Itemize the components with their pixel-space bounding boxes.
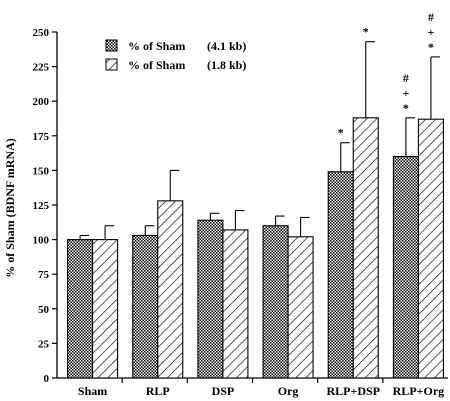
- significance-mark: *: [428, 40, 434, 54]
- legend-label-series-1: % of Sham: [128, 39, 185, 53]
- bar-hatched: [352, 117, 379, 379]
- y-tick-label: 50: [38, 304, 50, 316]
- y-tick-label: 175: [33, 131, 50, 143]
- bar-dotted: [67, 239, 94, 379]
- y-tick-label: 200: [33, 96, 50, 108]
- y-tick-label: 150: [33, 165, 50, 177]
- significance-mark: *: [403, 101, 409, 115]
- x-category-label: Sham: [78, 384, 107, 398]
- x-category-label: Org: [278, 384, 299, 398]
- y-tick-label: 225: [33, 62, 50, 74]
- bar-dotted: [327, 171, 354, 379]
- x-category-label: RLP: [146, 384, 170, 398]
- bar-dotted: [132, 234, 159, 379]
- significance-mark: #: [403, 71, 409, 85]
- legend-size-series-2: (1.8 kb): [207, 58, 246, 72]
- legend-swatch-hatched: [105, 58, 118, 71]
- bar-dotted: [197, 219, 224, 379]
- significance-mark: +: [427, 25, 434, 39]
- x-category-label: RLP+Org: [393, 384, 445, 398]
- legend: % of Sham (4.1 kb) % of Sham (1.8 kb): [105, 39, 246, 72]
- bar-hatched: [287, 236, 314, 379]
- y-tick-label: 100: [33, 235, 50, 247]
- significance-mark: #: [428, 10, 434, 24]
- y-axis-title: % of Sham (BDNF mRNA): [3, 138, 17, 278]
- y-axis-label: % of Sham (BDNF mRNA): [3, 138, 17, 278]
- legend-size-series-1: (4.1 kb): [207, 39, 246, 53]
- y-tick-label: 25: [38, 338, 50, 350]
- legend-swatch-dotted: [105, 39, 118, 52]
- bar-dotted: [262, 225, 289, 379]
- bar-hatched: [417, 118, 444, 379]
- y-tick-label: 0: [44, 373, 50, 385]
- significance-mark: *: [363, 25, 369, 39]
- y-tick-label: 75: [38, 269, 50, 281]
- bar-hatched: [222, 229, 249, 379]
- legend-label-series-2: % of Sham: [128, 58, 185, 72]
- y-tick-label: 125: [33, 200, 50, 212]
- significance-mark: +: [402, 86, 409, 100]
- x-category-label: RLP+DSP: [326, 384, 380, 398]
- x-category-label: DSP: [212, 384, 235, 398]
- bar-dotted: [392, 156, 419, 379]
- bar-hatched: [92, 239, 119, 379]
- significance-mark: *: [338, 126, 344, 140]
- y-tick-label: 250: [33, 27, 50, 39]
- bar-hatched: [157, 200, 184, 379]
